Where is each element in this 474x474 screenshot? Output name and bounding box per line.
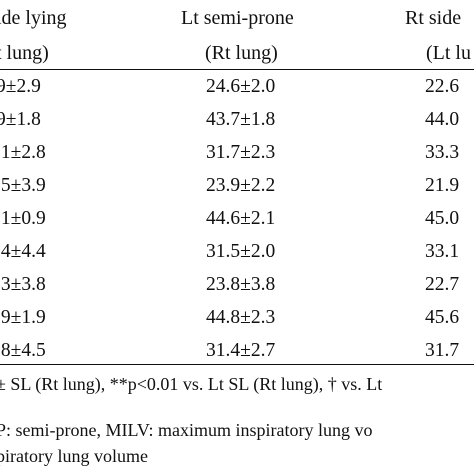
table-cell: 24.6±2.0 [206, 76, 276, 97]
table-cell: .5±3.9 [0, 175, 46, 196]
table-cell: 23.9±2.2 [206, 175, 276, 196]
col2-subheader: (Rt lung) [205, 42, 278, 64]
table-cell: 23.8±3.8 [206, 274, 276, 295]
table-cell: .8±4.5 [0, 340, 46, 361]
table-cell: 21.9 [425, 175, 460, 196]
footnote-abbreviations-cont: piratory lung volume [0, 446, 148, 466]
table-cell: 31.7 [425, 340, 460, 361]
footnote-abbreviations: P: semi-prone, MILV: maximum inspiratory… [0, 420, 373, 440]
header-rule [0, 69, 474, 71]
table-cell: 9±2.9 [0, 76, 41, 97]
table-cell: 31.4±2.7 [206, 340, 276, 361]
col3-subheader: (Lt lu [426, 42, 471, 64]
footnote-significance: ± SL (Rt lung), **p<0.01 vs. Lt SL (Rt l… [0, 374, 383, 394]
table-cell: 45.0 [425, 208, 460, 229]
table-cell: 43.7±1.8 [206, 109, 276, 130]
table-cell: 33.3 [425, 142, 460, 163]
table-cell: 44.0 [425, 109, 460, 130]
table-cell: .1±0.9 [0, 208, 46, 229]
table-bottom-rule [0, 364, 474, 366]
table-cell: .4±4.4 [0, 241, 46, 262]
table-cell: 45.6 [425, 307, 460, 328]
col3-header: Rt side [405, 7, 462, 29]
table-cell: 9±1.8 [0, 109, 41, 130]
col1-header: ide lying [0, 7, 67, 29]
table-cell: .9±1.9 [0, 307, 46, 328]
table-cell: 22.7 [425, 274, 460, 295]
col2-header: Lt semi-prone [181, 7, 294, 29]
table-cell: 31.7±2.3 [206, 142, 276, 163]
table-cell: 33.1 [425, 241, 460, 262]
table-cell: 44.8±2.3 [206, 307, 276, 328]
table-cell: 31.5±2.0 [206, 241, 276, 262]
table-cell: .3±3.8 [0, 274, 46, 295]
table-cell: .1±2.8 [0, 142, 46, 163]
table-cell: 22.6 [425, 76, 460, 97]
col1-subheader: t lung) [0, 42, 49, 64]
table-cell: 44.6±2.1 [206, 208, 276, 229]
